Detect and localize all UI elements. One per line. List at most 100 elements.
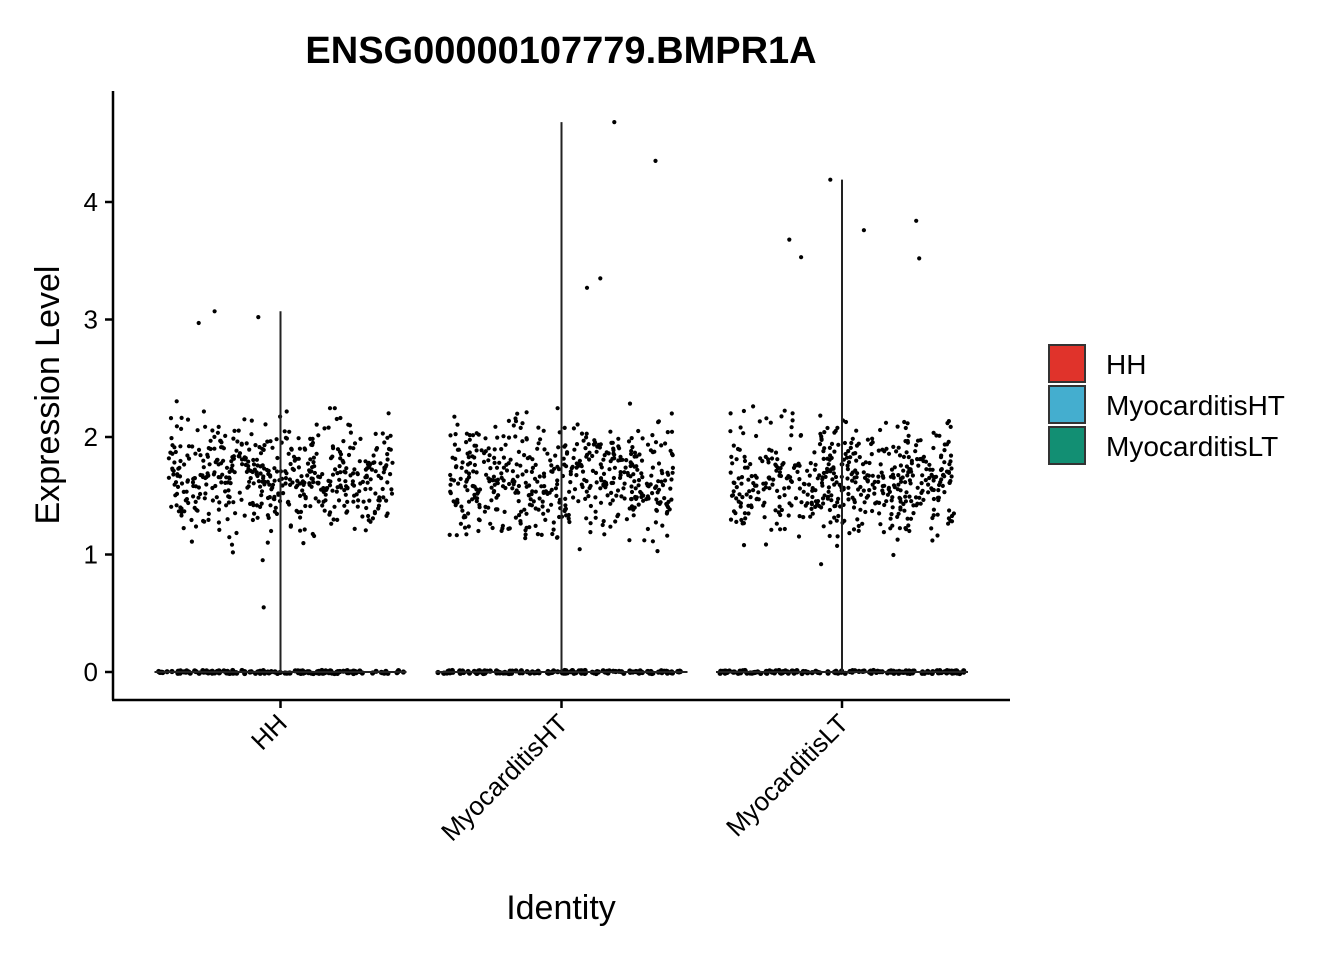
data-point <box>771 477 776 482</box>
data-point <box>303 503 308 509</box>
data-point <box>303 494 308 500</box>
data-point <box>451 478 457 483</box>
data-point <box>260 558 265 563</box>
data-point <box>664 511 670 516</box>
data-point <box>522 507 527 512</box>
data-point <box>832 482 837 487</box>
data-point <box>581 438 586 443</box>
data-point <box>867 460 872 466</box>
data-point <box>563 443 568 448</box>
data-point <box>350 479 355 484</box>
data-point <box>655 500 660 505</box>
data-point <box>884 499 889 504</box>
data-point <box>564 451 570 456</box>
data-point <box>495 477 500 482</box>
data-point <box>567 489 572 494</box>
data-point <box>638 489 643 495</box>
data-point <box>777 470 783 475</box>
data-point <box>555 406 560 411</box>
data-point <box>607 467 612 472</box>
data-point <box>234 448 239 453</box>
data-point <box>769 456 775 461</box>
data-point <box>472 443 477 448</box>
x-axis-title: Identity <box>506 889 616 927</box>
data-point <box>265 540 270 545</box>
data-point <box>571 495 576 500</box>
data-point <box>632 450 638 455</box>
data-point <box>513 515 519 520</box>
data-point <box>616 436 621 441</box>
data-point <box>870 508 875 514</box>
data-point <box>368 462 373 467</box>
data-point <box>926 482 931 487</box>
data-point <box>796 461 801 466</box>
data-point <box>854 458 859 463</box>
data-point <box>909 499 914 504</box>
data-point <box>342 503 347 508</box>
data-point <box>472 462 477 468</box>
data-point <box>576 499 581 504</box>
data-point <box>182 462 187 467</box>
data-point <box>511 423 516 428</box>
data-point <box>488 521 493 526</box>
data-point <box>288 523 293 528</box>
data-point <box>307 468 312 473</box>
data-point <box>453 465 459 470</box>
data-point <box>640 436 645 441</box>
data-point <box>892 465 897 470</box>
data-point <box>447 532 452 538</box>
data-point <box>861 470 866 475</box>
data-point <box>249 432 254 437</box>
data-point <box>611 451 616 456</box>
data-point <box>519 509 524 514</box>
data-point <box>929 526 934 531</box>
data-point <box>533 523 538 529</box>
data-point <box>190 444 195 449</box>
data-point <box>848 445 853 450</box>
data-point <box>913 495 919 500</box>
data-point <box>283 476 288 481</box>
data-point <box>789 433 794 438</box>
data-point <box>826 462 831 467</box>
data-point <box>608 459 613 464</box>
data-point <box>174 399 179 404</box>
data-point <box>939 467 944 472</box>
data-point <box>296 510 301 515</box>
data-point <box>202 496 207 501</box>
data-point <box>312 470 317 476</box>
data-point <box>232 428 237 433</box>
data-point <box>936 498 941 503</box>
data-point <box>465 477 470 482</box>
data-point <box>940 483 945 488</box>
data-point <box>355 504 360 509</box>
data-point <box>594 449 599 454</box>
data-point <box>861 488 866 493</box>
data-point <box>492 447 497 452</box>
data-point <box>335 517 340 523</box>
data-point <box>352 467 357 472</box>
data-point <box>337 477 342 482</box>
data-point <box>773 450 779 455</box>
data-point <box>174 503 179 508</box>
data-point <box>924 467 929 472</box>
data-point <box>363 528 368 533</box>
data-point <box>828 177 833 182</box>
data-point <box>850 478 855 483</box>
data-point <box>175 484 181 489</box>
data-point <box>527 483 532 488</box>
data-point <box>921 497 926 502</box>
data-point <box>903 526 908 531</box>
data-point <box>465 462 471 467</box>
data-point <box>166 456 171 461</box>
data-point <box>266 515 271 521</box>
data-point <box>384 498 389 503</box>
data-point <box>466 471 472 476</box>
data-point <box>537 474 542 479</box>
data-point <box>472 455 477 460</box>
data-point <box>931 478 936 483</box>
data-point <box>797 486 803 491</box>
data-point <box>260 479 265 484</box>
data-point <box>636 478 642 483</box>
data-point <box>189 539 194 544</box>
data-point <box>467 433 472 438</box>
